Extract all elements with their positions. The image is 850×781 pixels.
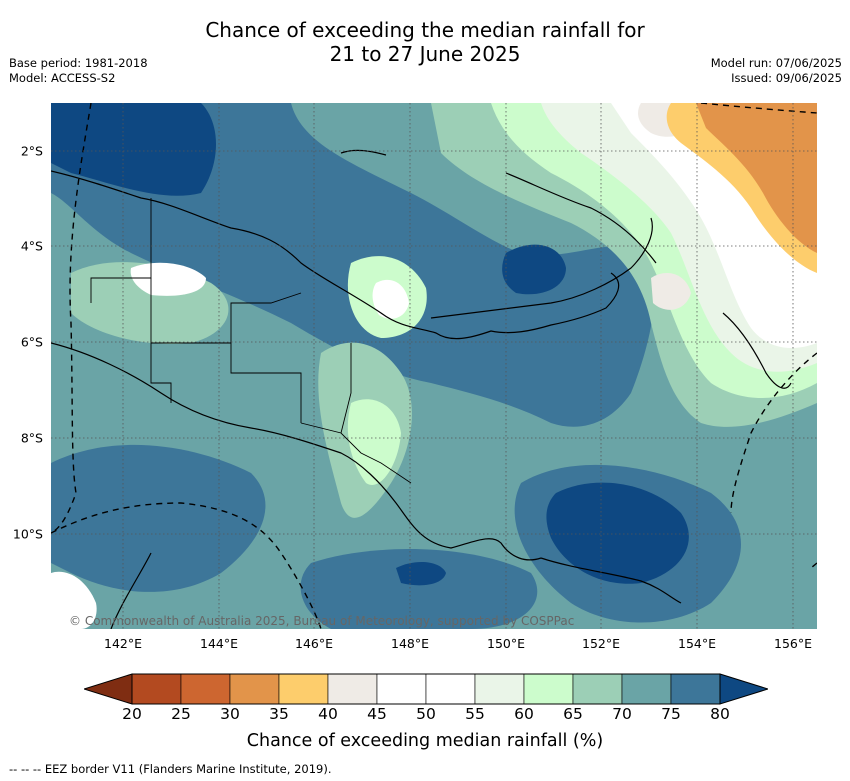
- border-segment: [90, 198, 152, 303]
- colorbar-extend-low: [84, 673, 133, 705]
- eez-border-far-east: [810, 562, 817, 569]
- lat-label-2s: 2°S: [20, 143, 43, 159]
- colorbar-cell: [131, 673, 182, 705]
- field-80-south: [396, 561, 446, 586]
- colorbar-tick-60: 60: [514, 705, 534, 723]
- colorbar-cells: [84, 673, 768, 705]
- meta-right: Model run: 07/06/2025 Issued: 09/06/2025: [711, 56, 842, 86]
- field-45-55-west: [130, 262, 206, 296]
- colorbar-tick-20: 20: [122, 705, 142, 723]
- colorbar-tick-70: 70: [612, 705, 632, 723]
- colorbar-cell: [278, 673, 329, 705]
- eez-border-north-east: [700, 103, 817, 114]
- field-75-80-south: [300, 549, 538, 629]
- rainfall-map: [51, 103, 817, 629]
- lat-label-6s: 6°S: [20, 334, 43, 350]
- coastline-australia-north: [110, 552, 152, 629]
- border-segment: [230, 292, 302, 343]
- lon-label-150e: 150°E: [486, 636, 526, 651]
- border-segment: [300, 422, 412, 484]
- colorbar-tick-75: 75: [661, 705, 681, 723]
- model-run-text: Model run: 07/06/2025: [710, 56, 842, 70]
- coastline-new-guinea-north: [51, 170, 620, 340]
- colorbar-tick-45: 45: [367, 705, 387, 723]
- coastline-bougainville: [722, 312, 792, 389]
- colorbar-frame: [131, 673, 721, 705]
- lon-label-148e: 148°E: [390, 636, 430, 651]
- coastline-new-guinea-south: [51, 342, 542, 561]
- colorbar-tick-40: 40: [318, 705, 338, 723]
- lon-label-152e: 152°E: [581, 636, 621, 651]
- lat-label-4s: 4°S: [20, 238, 43, 254]
- lon-label-154e: 154°E: [677, 636, 717, 651]
- colorbar-cell: [425, 673, 476, 705]
- eez-border-east: [730, 352, 817, 514]
- eez-borders: [51, 103, 817, 629]
- colorbar-tick-80: 80: [710, 705, 730, 723]
- colorbar-extend-high: [719, 673, 768, 705]
- colorbar-tick-50: 50: [416, 705, 436, 723]
- colorbar-cell: [376, 673, 427, 705]
- border-segment: [151, 342, 302, 423]
- eez-border-south: [51, 502, 322, 629]
- field-45-55-centre: [372, 279, 409, 319]
- field-80-northwest: [51, 103, 216, 196]
- field-30-35: [696, 103, 817, 253]
- coastlines: [51, 149, 792, 629]
- field-45-55-southwest: [51, 571, 97, 629]
- colorbar-label: Chance of exceeding median rainfall (%): [246, 731, 604, 751]
- colorbar-cell: [180, 673, 231, 705]
- map-title: Chance of exceeding the median rainfall …: [0, 18, 850, 66]
- border-segment: [340, 343, 352, 434]
- colorbar-tick-65: 65: [563, 705, 583, 723]
- meta-left: Base period: 1981-2018 Model: ACCESS-S2: [9, 56, 148, 86]
- map-canvas: [51, 103, 817, 629]
- coastline-new-britain: [430, 217, 653, 319]
- colorbar-tick-55: 55: [465, 705, 485, 723]
- colorbar-cell: [327, 673, 378, 705]
- colorbar-cell: [572, 673, 623, 705]
- lon-label-146e: 146°E: [294, 636, 334, 651]
- copyright-text: © Commonwealth of Australia 2025, Bureau…: [69, 614, 575, 628]
- colorbar-cell: [474, 673, 525, 705]
- colorbar-tick-25: 25: [171, 705, 191, 723]
- colorbar-cell: [229, 673, 280, 705]
- colorbar-cell: [523, 673, 574, 705]
- lat-label-10s: 10°S: [12, 526, 43, 542]
- field-40-45-b: [651, 273, 691, 310]
- lon-label-144e: 144°E: [199, 636, 239, 651]
- eez-border-west: [51, 103, 92, 534]
- lon-label-156e: 156°E: [773, 636, 813, 651]
- field-60-65-ridge: [347, 399, 401, 485]
- lat-label-8s: 8°S: [20, 430, 43, 446]
- province-borders: [90, 198, 412, 484]
- coastline-new-ireland: [505, 172, 657, 264]
- colorbar-tick-35: 35: [269, 705, 289, 723]
- issued-text: Issued: 09/06/2025: [731, 71, 842, 85]
- title-line-1: Chance of exceeding the median rainfall …: [205, 18, 645, 42]
- field-75-80-southwest: [51, 444, 266, 592]
- coastline-louisiade: [540, 557, 682, 604]
- lon-label-142e: 142°E: [103, 636, 143, 651]
- colorbar: [84, 673, 768, 705]
- field-80-central: [502, 244, 566, 295]
- colorbar-cell: [621, 673, 672, 705]
- eez-legend: -- -- -- EEZ border V11 (Flanders Marine…: [9, 762, 332, 776]
- base-period-text: Base period: 1981-2018: [9, 56, 148, 70]
- title-line-2: 21 to 27 June 2025: [329, 42, 521, 66]
- colorbar-cell: [670, 673, 721, 705]
- model-text: Model: ACCESS-S2: [9, 71, 116, 85]
- colorbar-tick-30: 30: [220, 705, 240, 723]
- field-80-southeast: [546, 482, 689, 584]
- border-segment: [150, 278, 172, 403]
